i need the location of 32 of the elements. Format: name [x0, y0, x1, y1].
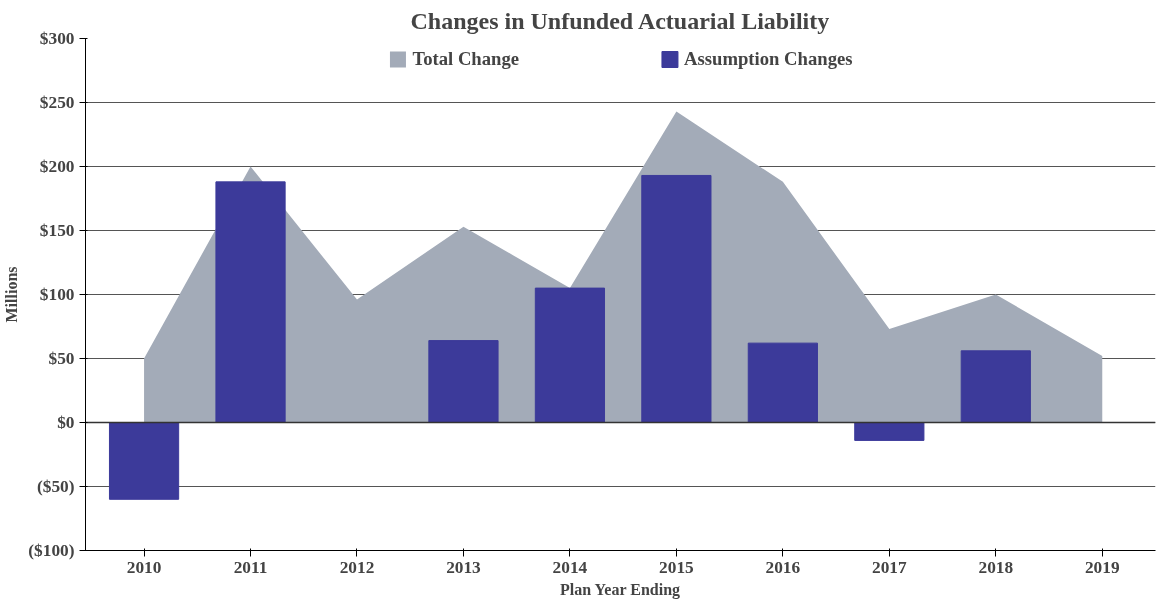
x-tick-label: 2015 [659, 557, 695, 577]
y-tick-label: $200 [39, 157, 75, 176]
y-tick-label: $0 [57, 413, 75, 432]
x-tick-label: 2010 [126, 557, 162, 577]
y-axis-title: Millions [3, 266, 21, 323]
bar [960, 350, 1031, 423]
bar [108, 422, 180, 500]
bar [428, 340, 499, 423]
legend-label: Assumption Changes [684, 48, 853, 70]
bar [534, 287, 606, 423]
x-tick-label: 2016 [765, 557, 801, 577]
y-tick-label: ($50) [36, 477, 75, 496]
x-axis-title: Plan Year Ending [560, 580, 681, 599]
bar [641, 174, 712, 423]
x-tick-label: 2019 [1084, 557, 1120, 577]
x-tick-label: 2017 [872, 557, 907, 577]
y-tick-label: $50 [48, 349, 75, 368]
bar [854, 422, 925, 441]
x-tick-label: 2018 [978, 557, 1014, 577]
x-tick-label: 2012 [339, 557, 375, 577]
y-tick-label: $250 [39, 93, 75, 112]
y-tick-label: $300 [39, 29, 75, 48]
y-tick-label: $150 [39, 221, 75, 240]
legend-label: Total Change [412, 48, 520, 70]
y-tick-label: ($100) [28, 541, 75, 560]
bar [215, 181, 286, 423]
bar [747, 342, 818, 423]
x-tick-label: 2013 [446, 557, 482, 577]
x-tick-label: 2014 [552, 557, 588, 577]
y-tick-label: $100 [39, 285, 75, 304]
x-tick-label: 2011 [233, 557, 268, 577]
chart-title: Changes in Unfunded Actuarial Liability [410, 7, 830, 34]
